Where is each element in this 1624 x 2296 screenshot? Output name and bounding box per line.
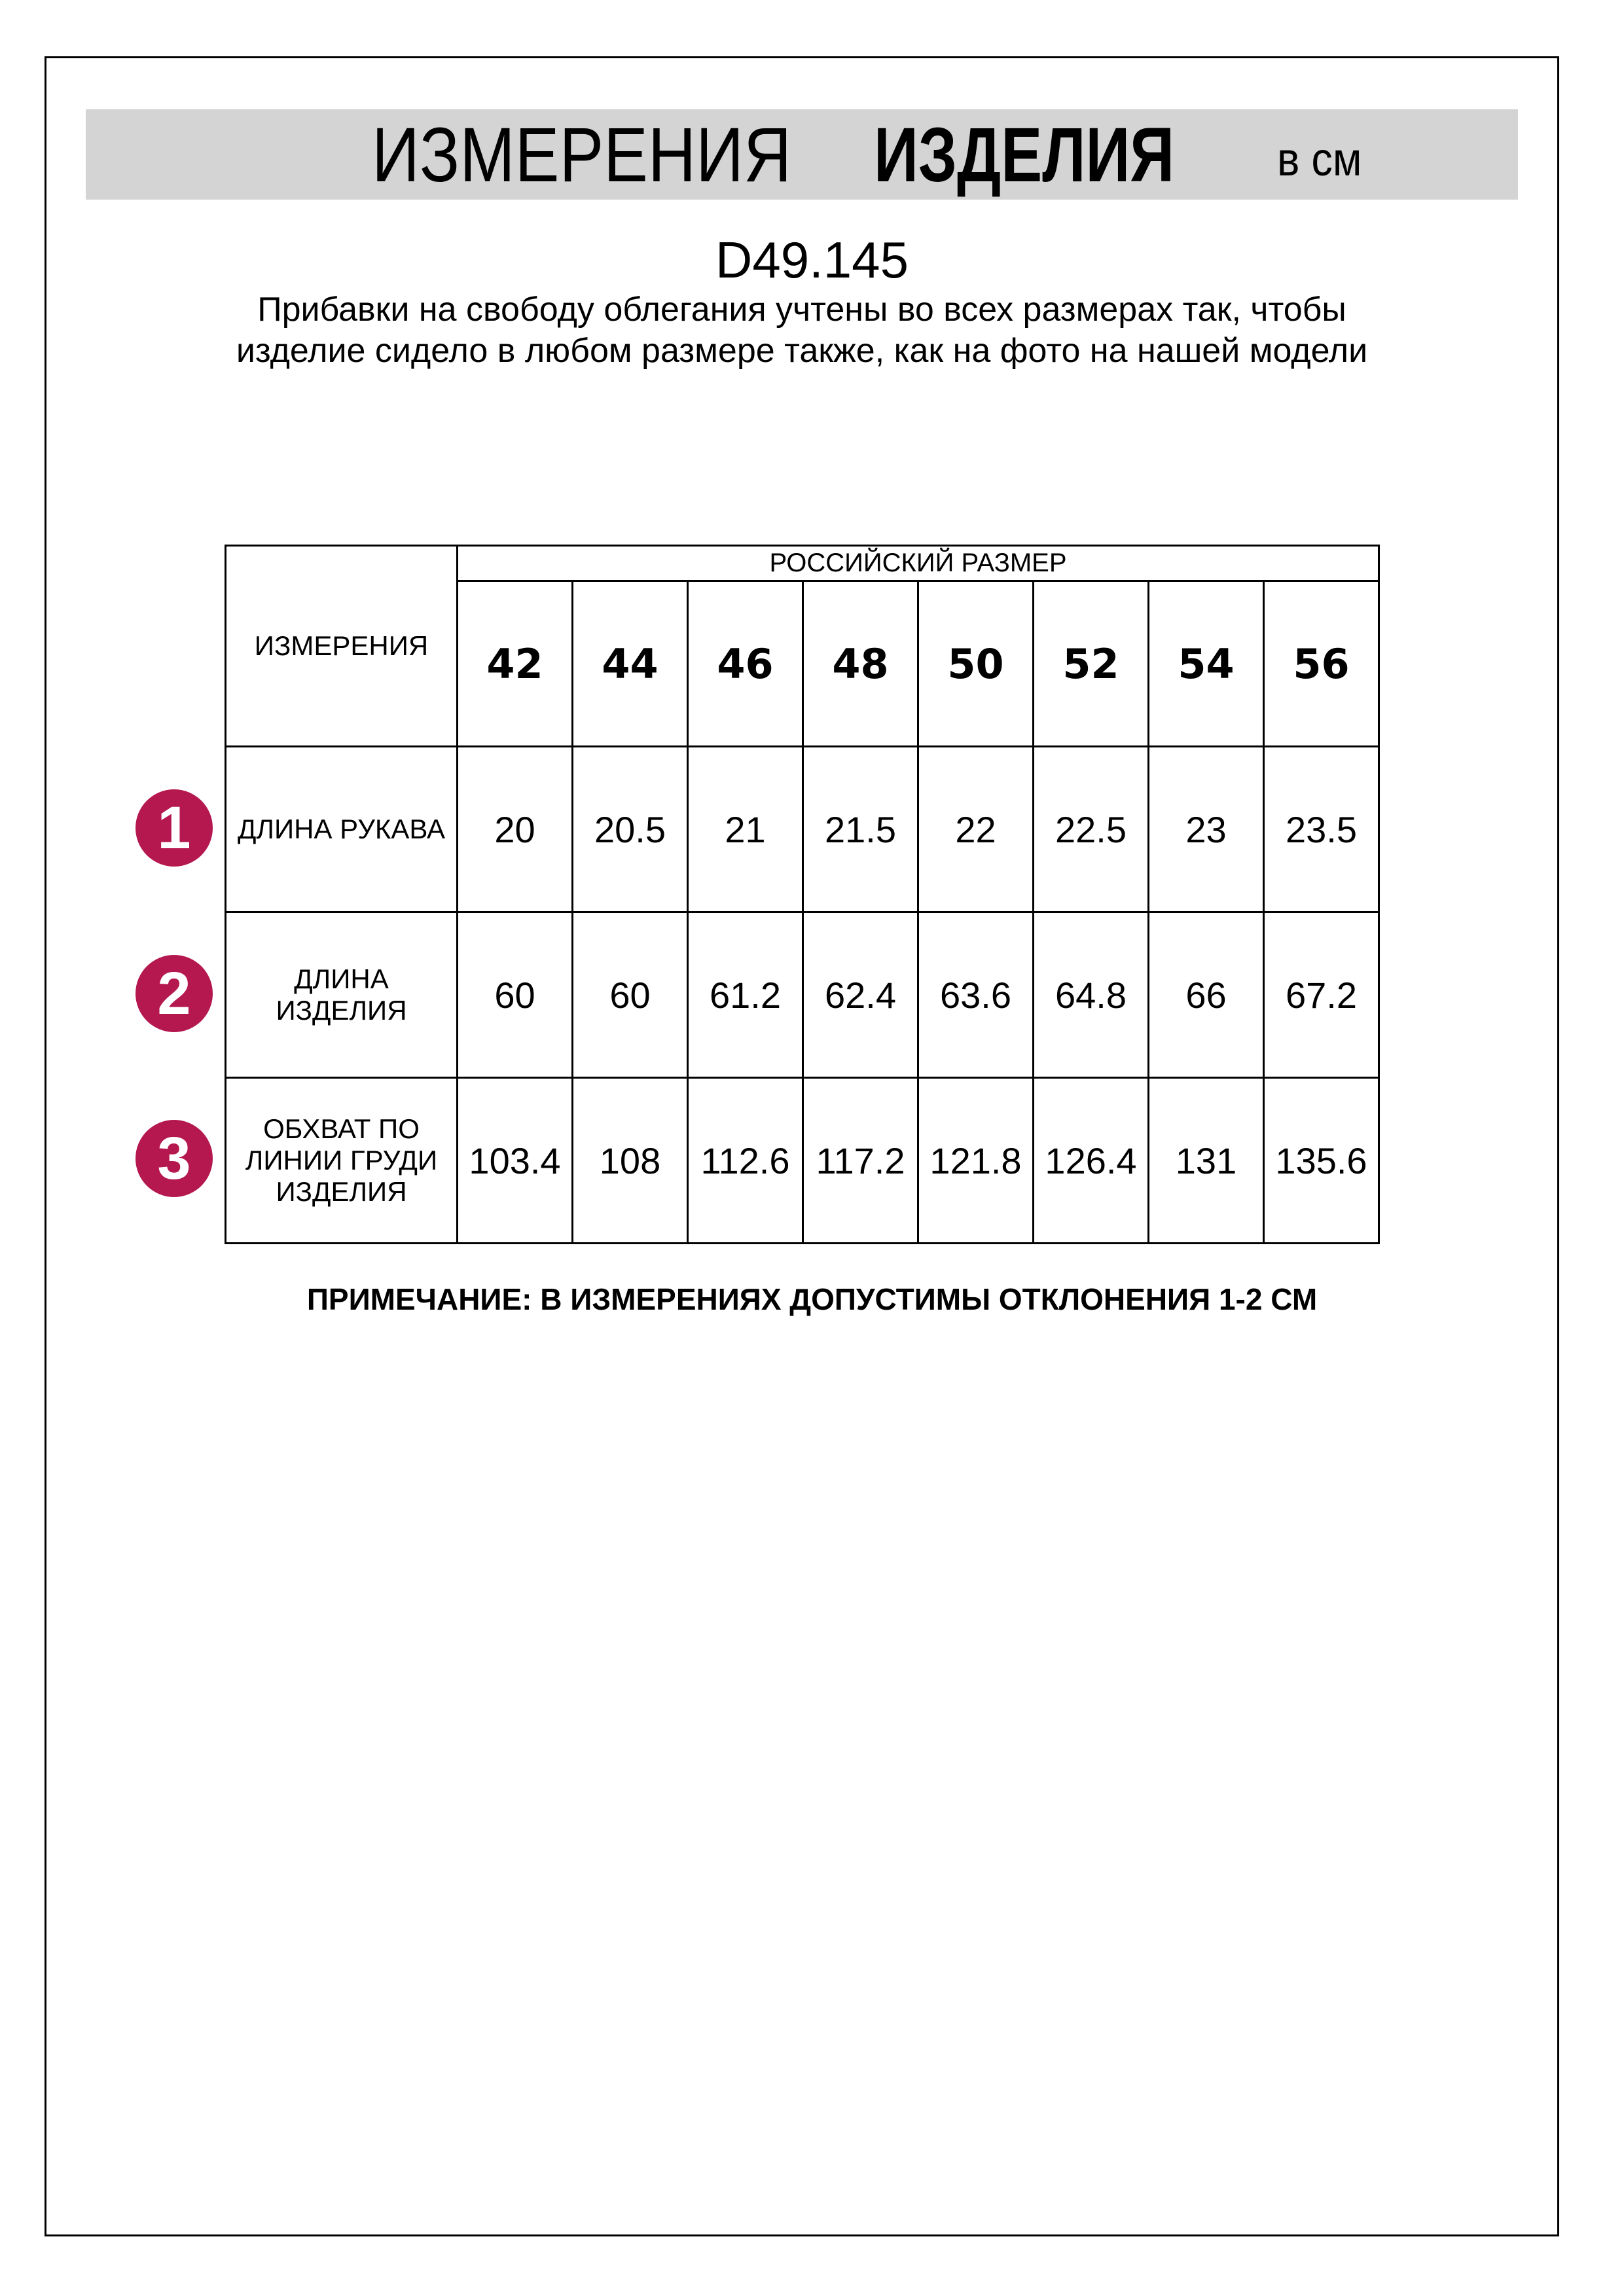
measurement-label: ДЛИНА РУКАВА — [225, 745, 458, 913]
note: ПРИМЕЧАНИЕ: В ИЗМЕРЕНИЯХ ДОПУСТИМЫ ОТКЛО… — [306, 1282, 1318, 1316]
measurement-value: 121.8 — [917, 1077, 1034, 1244]
measurement-value: 21 — [687, 745, 804, 913]
measurement-value: 126.4 — [1032, 1077, 1149, 1244]
table-row: ДЛИНА ИЗДЕЛИЯ 60 60 61.2 62.4 63.6 64.8 66 67.2 — [225, 911, 1380, 1079]
size-header: 56 — [1263, 580, 1380, 747]
measurement-value: 64.8 — [1032, 911, 1149, 1079]
title-unit: в см — [1277, 134, 1362, 186]
measurement-value: 131 — [1147, 1077, 1265, 1244]
measurement-value: 66 — [1147, 911, 1265, 1079]
measurement-value: 23 — [1147, 745, 1265, 913]
size-group-label: РОССИЙСКИЙ РАЗМЕР — [456, 545, 1380, 582]
measurement-label: ДЛИНА ИЗДЕЛИЯ — [225, 911, 458, 1079]
measurement-value: 22.5 — [1032, 745, 1149, 913]
size-header: 54 — [1147, 580, 1265, 747]
measurement-value: 108 — [571, 1077, 689, 1244]
measurement-value: 61.2 — [687, 911, 804, 1079]
page-border — [45, 56, 1559, 2236]
measurement-value: 22 — [917, 745, 1034, 913]
measurement-value: 23.5 — [1263, 745, 1380, 913]
row-number-marker: 1 — [135, 789, 213, 867]
row-number-marker: 2 — [135, 955, 213, 1032]
measurement-value: 117.2 — [802, 1077, 919, 1244]
measurement-value: 135.6 — [1263, 1077, 1380, 1244]
measurement-value: 60 — [571, 911, 689, 1079]
size-header: 42 — [456, 580, 573, 747]
title-part2: ИЗДЕЛИЯ — [874, 112, 1175, 198]
measurement-value: 60 — [456, 911, 573, 1079]
size-header: 48 — [802, 580, 919, 747]
product-code: D49.145 — [715, 231, 909, 289]
measurement-value: 20.5 — [571, 745, 689, 913]
measurement-value: 63.6 — [917, 911, 1034, 1079]
measurement-value: 103.4 — [456, 1077, 573, 1244]
corner-label: ИЗМЕРЕНИЯ — [225, 545, 458, 747]
title-part1: ИЗМЕРЕНИЯ — [372, 112, 792, 198]
size-header: 46 — [687, 580, 804, 747]
title-band — [86, 109, 1518, 200]
measurement-value: 20 — [456, 745, 573, 913]
measurement-label: ОБХВАТ ПО ЛИНИИ ГРУДИ ИЗДЕЛИЯ — [225, 1077, 458, 1244]
table-row: ДЛИНА РУКАВА 20 20.5 21 21.5 22 22.5 23 23.5 — [225, 745, 1380, 913]
description: Прибавки на свободу облегания учтены во … — [236, 291, 1368, 370]
measurement-value: 67.2 — [1263, 911, 1380, 1079]
size-header: 50 — [917, 580, 1034, 747]
row-number-marker: 3 — [135, 1120, 213, 1197]
measurement-value: 112.6 — [687, 1077, 804, 1244]
size-header: 52 — [1032, 580, 1149, 747]
table-row: ОБХВАТ ПО ЛИНИИ ГРУДИ ИЗДЕЛИЯ 103.4 108 112… — [225, 1077, 1380, 1244]
size-table: ИЗМЕРЕНИЯ РОССИЙСКИЙ РАЗМЕР 42 44 46 48 50 52… — [225, 545, 1380, 1244]
measurement-value: 62.4 — [802, 911, 919, 1079]
size-header: 44 — [571, 580, 689, 747]
measurement-value: 21.5 — [802, 745, 919, 913]
